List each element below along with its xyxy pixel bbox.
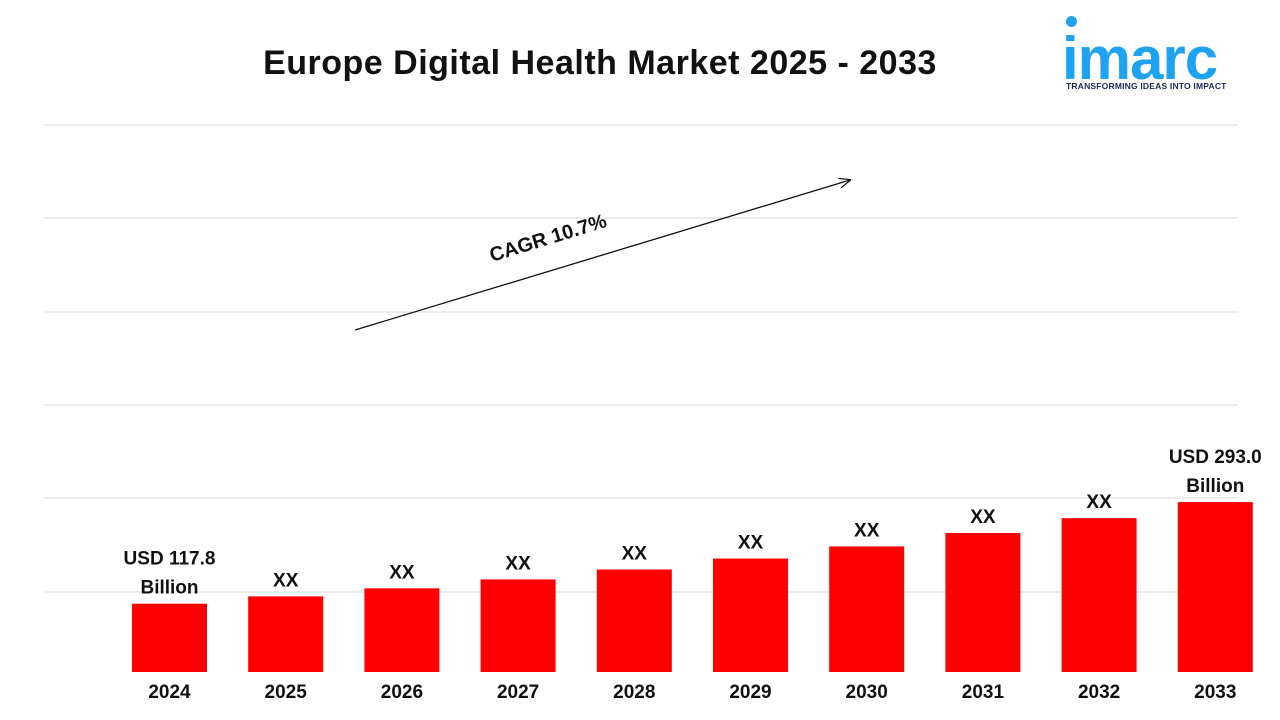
data-label-2025: XX — [273, 570, 299, 591]
logo-tagline: TRANSFORMING IDEAS INTO IMPACT — [1066, 81, 1227, 91]
data-label-2026: XX — [389, 562, 415, 583]
data-label-2033: USD 293.0 Billion — [1169, 447, 1262, 497]
x-tick-2027: 2027 — [497, 682, 539, 703]
data-label-2032: XX — [1086, 492, 1112, 513]
x-tick-2031: 2031 — [962, 682, 1005, 703]
bar-2032 — [1061, 518, 1137, 672]
bar-2029 — [713, 558, 788, 672]
x-tick-2024: 2024 — [148, 682, 191, 703]
bar-2024 — [132, 603, 207, 672]
bar-2026 — [364, 588, 440, 672]
imarc-logo: imarc TRANSFORMING IDEAS INTO IMPACT — [1060, 14, 1250, 94]
logo-wordmark: imarc — [1062, 25, 1218, 92]
cagr-arrow — [354, 180, 850, 331]
data-label-2028: XX — [622, 543, 648, 564]
data-label-2024: USD 117.8 Billion — [124, 549, 216, 599]
bar-2027 — [480, 579, 556, 672]
logo-dot-icon — [1066, 16, 1077, 27]
x-tick-2025: 2025 — [265, 682, 308, 703]
x-tick-2028: 2028 — [613, 682, 655, 703]
x-tick-labels: 2024 2025 2026 2027 2028 2029 2030 2031 2032 2033 — [148, 682, 1236, 703]
bar-2031 — [945, 533, 1021, 672]
data-labels: USD 117.8 Billion XX XX XX XX XX XX XX XX USD 293.… — [124, 447, 1262, 599]
x-tick-2030: 2030 — [846, 682, 888, 703]
x-tick-2029: 2029 — [729, 682, 771, 703]
bar-2028 — [596, 569, 672, 672]
grid-lines — [44, 124, 1238, 593]
bar-2025 — [248, 596, 324, 672]
data-label-2030: XX — [854, 520, 880, 541]
bar-2033 — [1177, 502, 1253, 672]
x-tick-2033: 2033 — [1194, 682, 1236, 703]
data-label-2029: XX — [738, 533, 764, 554]
data-label-2031: XX — [970, 507, 996, 528]
bars — [132, 502, 1253, 672]
chart-title: Europe Digital Health Market 2025 - 2033 — [263, 44, 937, 82]
cagr-annotation: CAGR 10.7% — [354, 180, 850, 331]
data-label-2027: XX — [505, 553, 531, 574]
x-tick-2026: 2026 — [381, 682, 423, 703]
x-tick-2032: 2032 — [1078, 682, 1120, 703]
bar-2030 — [829, 546, 905, 672]
